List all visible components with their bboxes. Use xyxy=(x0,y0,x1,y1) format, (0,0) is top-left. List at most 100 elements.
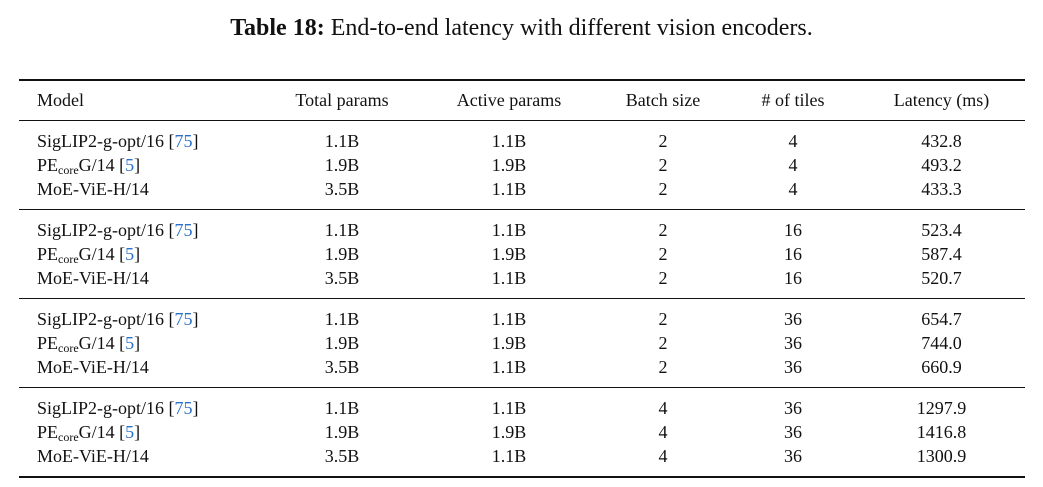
cell-total-params: 1.1B xyxy=(324,397,360,418)
cell-latency: 433.3 xyxy=(858,176,1025,210)
cell-batch-size: 2 xyxy=(598,354,728,388)
model-name-suffix: G/14 xyxy=(78,332,115,353)
cell-total-params: 1.1B xyxy=(324,219,360,240)
model-name-prefix: PE xyxy=(37,332,59,353)
cell-num-tiles: 16 xyxy=(784,219,802,240)
cell-total-params: 3.5B xyxy=(264,354,420,388)
cell-latency: 520.7 xyxy=(858,265,1025,299)
header-latency: Latency (ms) xyxy=(858,79,1025,121)
citation-link[interactable]: 5 xyxy=(125,332,135,353)
cell-latency: 587.4 xyxy=(921,243,962,264)
cell-num-tiles: 4 xyxy=(788,130,798,151)
cell-latency: 744.0 xyxy=(921,332,962,353)
cell-batch-size: 4 xyxy=(658,421,668,442)
table-row: MoE-ViE-H/14 3.5B 1.1B 4 36 1300.9 xyxy=(19,443,1025,478)
cell-model: PEcoreG/14 [5] xyxy=(37,154,141,177)
cell-active-params: 1.1B xyxy=(491,308,527,329)
table-caption: Table 18: End-to-end latency with differ… xyxy=(0,12,1043,44)
citation-link[interactable]: 75 xyxy=(174,219,193,240)
cell-model: SigLIP2-g-opt/16 [75] xyxy=(37,130,199,151)
cell-total-params: 1.9B xyxy=(324,243,360,264)
citation-link[interactable]: 75 xyxy=(174,130,193,151)
cell-num-tiles: 36 xyxy=(784,421,802,442)
cell-active-params: 1.9B xyxy=(491,421,527,442)
cell-total-params: 1.1B xyxy=(324,308,360,329)
cell-active-params: 1.9B xyxy=(491,332,527,353)
cell-total-params: 3.5B xyxy=(264,176,420,210)
cell-active-params: 1.1B xyxy=(420,176,598,210)
table-group: SigLIP2-g-opt/16 [75] 1.1B 1.1B 2 4 432.8 PEco… xyxy=(19,120,1025,210)
cell-batch-size: 2 xyxy=(658,243,668,264)
table-group: SigLIP2-g-opt/16 [75] 1.1B 1.1B 4 36 1297.9 PE… xyxy=(19,387,1025,478)
cell-active-params: 1.1B xyxy=(420,354,598,388)
cell-active-params: 1.1B xyxy=(491,219,527,240)
cell-batch-size: 2 xyxy=(658,130,668,151)
cell-batch-size: 2 xyxy=(598,265,728,299)
table-group: SigLIP2-g-opt/16 [75] 1.1B 1.1B 2 16 523.4 PEc… xyxy=(19,209,1025,299)
cell-batch-size: 4 xyxy=(598,443,728,478)
citation-link[interactable]: 5 xyxy=(125,243,135,264)
cell-num-tiles: 4 xyxy=(788,154,798,175)
header-active-params: Active params xyxy=(420,79,598,121)
model-name-subscript: core xyxy=(58,162,79,177)
model-name-subscript: core xyxy=(58,429,79,444)
citation-link[interactable]: 75 xyxy=(174,397,193,418)
cell-total-params: 3.5B xyxy=(264,265,420,299)
cell-latency: 432.8 xyxy=(921,130,962,151)
cell-total-params: 1.9B xyxy=(324,421,360,442)
cell-model: MoE-ViE-H/14 xyxy=(19,443,264,478)
cell-latency: 1416.8 xyxy=(916,421,967,442)
cell-total-params: 3.5B xyxy=(264,443,420,478)
cell-num-tiles: 4 xyxy=(728,176,858,210)
cell-model: SigLIP2-g-opt/16 [75] xyxy=(37,397,199,418)
cell-num-tiles: 16 xyxy=(784,243,802,264)
cell-num-tiles: 36 xyxy=(728,354,858,388)
cell-model: PEcoreG/14 [5] xyxy=(37,421,141,444)
model-name: MoE-ViE-H/14 xyxy=(37,356,149,377)
cell-batch-size: 4 xyxy=(658,397,668,418)
model-name-prefix: PE xyxy=(37,243,59,264)
cell-num-tiles: 36 xyxy=(784,397,802,418)
table-row: MoE-ViE-H/14 3.5B 1.1B 2 16 520.7 xyxy=(19,265,1025,299)
cell-model: PEcoreG/14 [5] xyxy=(37,332,141,355)
cell-model: MoE-ViE-H/14 xyxy=(19,176,264,210)
cell-latency: 1300.9 xyxy=(858,443,1025,478)
model-name: MoE-ViE-H/14 xyxy=(37,445,149,466)
cell-batch-size: 2 xyxy=(658,154,668,175)
cell-latency: 523.4 xyxy=(921,219,962,240)
table-row: SigLIP2-g-opt/16 [75] 1.1B 1.1B 2 16 523.4 xyxy=(19,209,1025,242)
model-name: MoE-ViE-H/14 xyxy=(37,267,149,288)
cell-model: SigLIP2-g-opt/16 [75] xyxy=(37,308,199,329)
model-name-subscript: core xyxy=(58,251,79,266)
header-num-tiles: # of tiles xyxy=(728,79,858,121)
model-name-suffix: G/14 xyxy=(78,243,115,264)
citation-link[interactable]: 5 xyxy=(125,421,135,442)
header-total-params: Total params xyxy=(264,79,420,121)
cell-model: SigLIP2-g-opt/16 [75] xyxy=(37,219,199,240)
cell-active-params: 1.9B xyxy=(491,154,527,175)
table-row: PEcoreG/14 [5] 1.9B 1.9B 2 16 587.4 xyxy=(19,242,1025,266)
model-name-prefix: PE xyxy=(37,421,59,442)
cell-total-params: 1.1B xyxy=(324,130,360,151)
citation-link[interactable]: 5 xyxy=(125,154,135,175)
table-row: PEcoreG/14 [5] 1.9B 1.9B 2 4 493.2 xyxy=(19,153,1025,177)
model-name: SigLIP2-g-opt/16 xyxy=(37,130,165,151)
cell-latency: 654.7 xyxy=(921,308,962,329)
table-row: MoE-ViE-H/14 3.5B 1.1B 2 4 433.3 xyxy=(19,176,1025,210)
citation-link[interactable]: 75 xyxy=(174,308,193,329)
cell-num-tiles: 36 xyxy=(784,308,802,329)
model-name-prefix: PE xyxy=(37,154,59,175)
cell-total-params: 1.9B xyxy=(324,154,360,175)
cell-active-params: 1.1B xyxy=(491,130,527,151)
table-row: PEcoreG/14 [5] 1.9B 1.9B 4 36 1416.8 xyxy=(19,420,1025,444)
table-row: PEcoreG/14 [5] 1.9B 1.9B 2 36 744.0 xyxy=(19,331,1025,355)
model-name: SigLIP2-g-opt/16 xyxy=(37,219,165,240)
table-header: Model Total params Active params Batch s… xyxy=(19,79,1025,121)
model-name-suffix: G/14 xyxy=(78,154,115,175)
cell-active-params: 1.1B xyxy=(420,265,598,299)
cell-latency: 493.2 xyxy=(921,154,962,175)
latency-table: Model Total params Active params Batch s… xyxy=(19,79,1025,478)
cell-active-params: 1.1B xyxy=(491,397,527,418)
cell-active-params: 1.1B xyxy=(420,443,598,478)
table-row: MoE-ViE-H/14 3.5B 1.1B 2 36 660.9 xyxy=(19,354,1025,388)
